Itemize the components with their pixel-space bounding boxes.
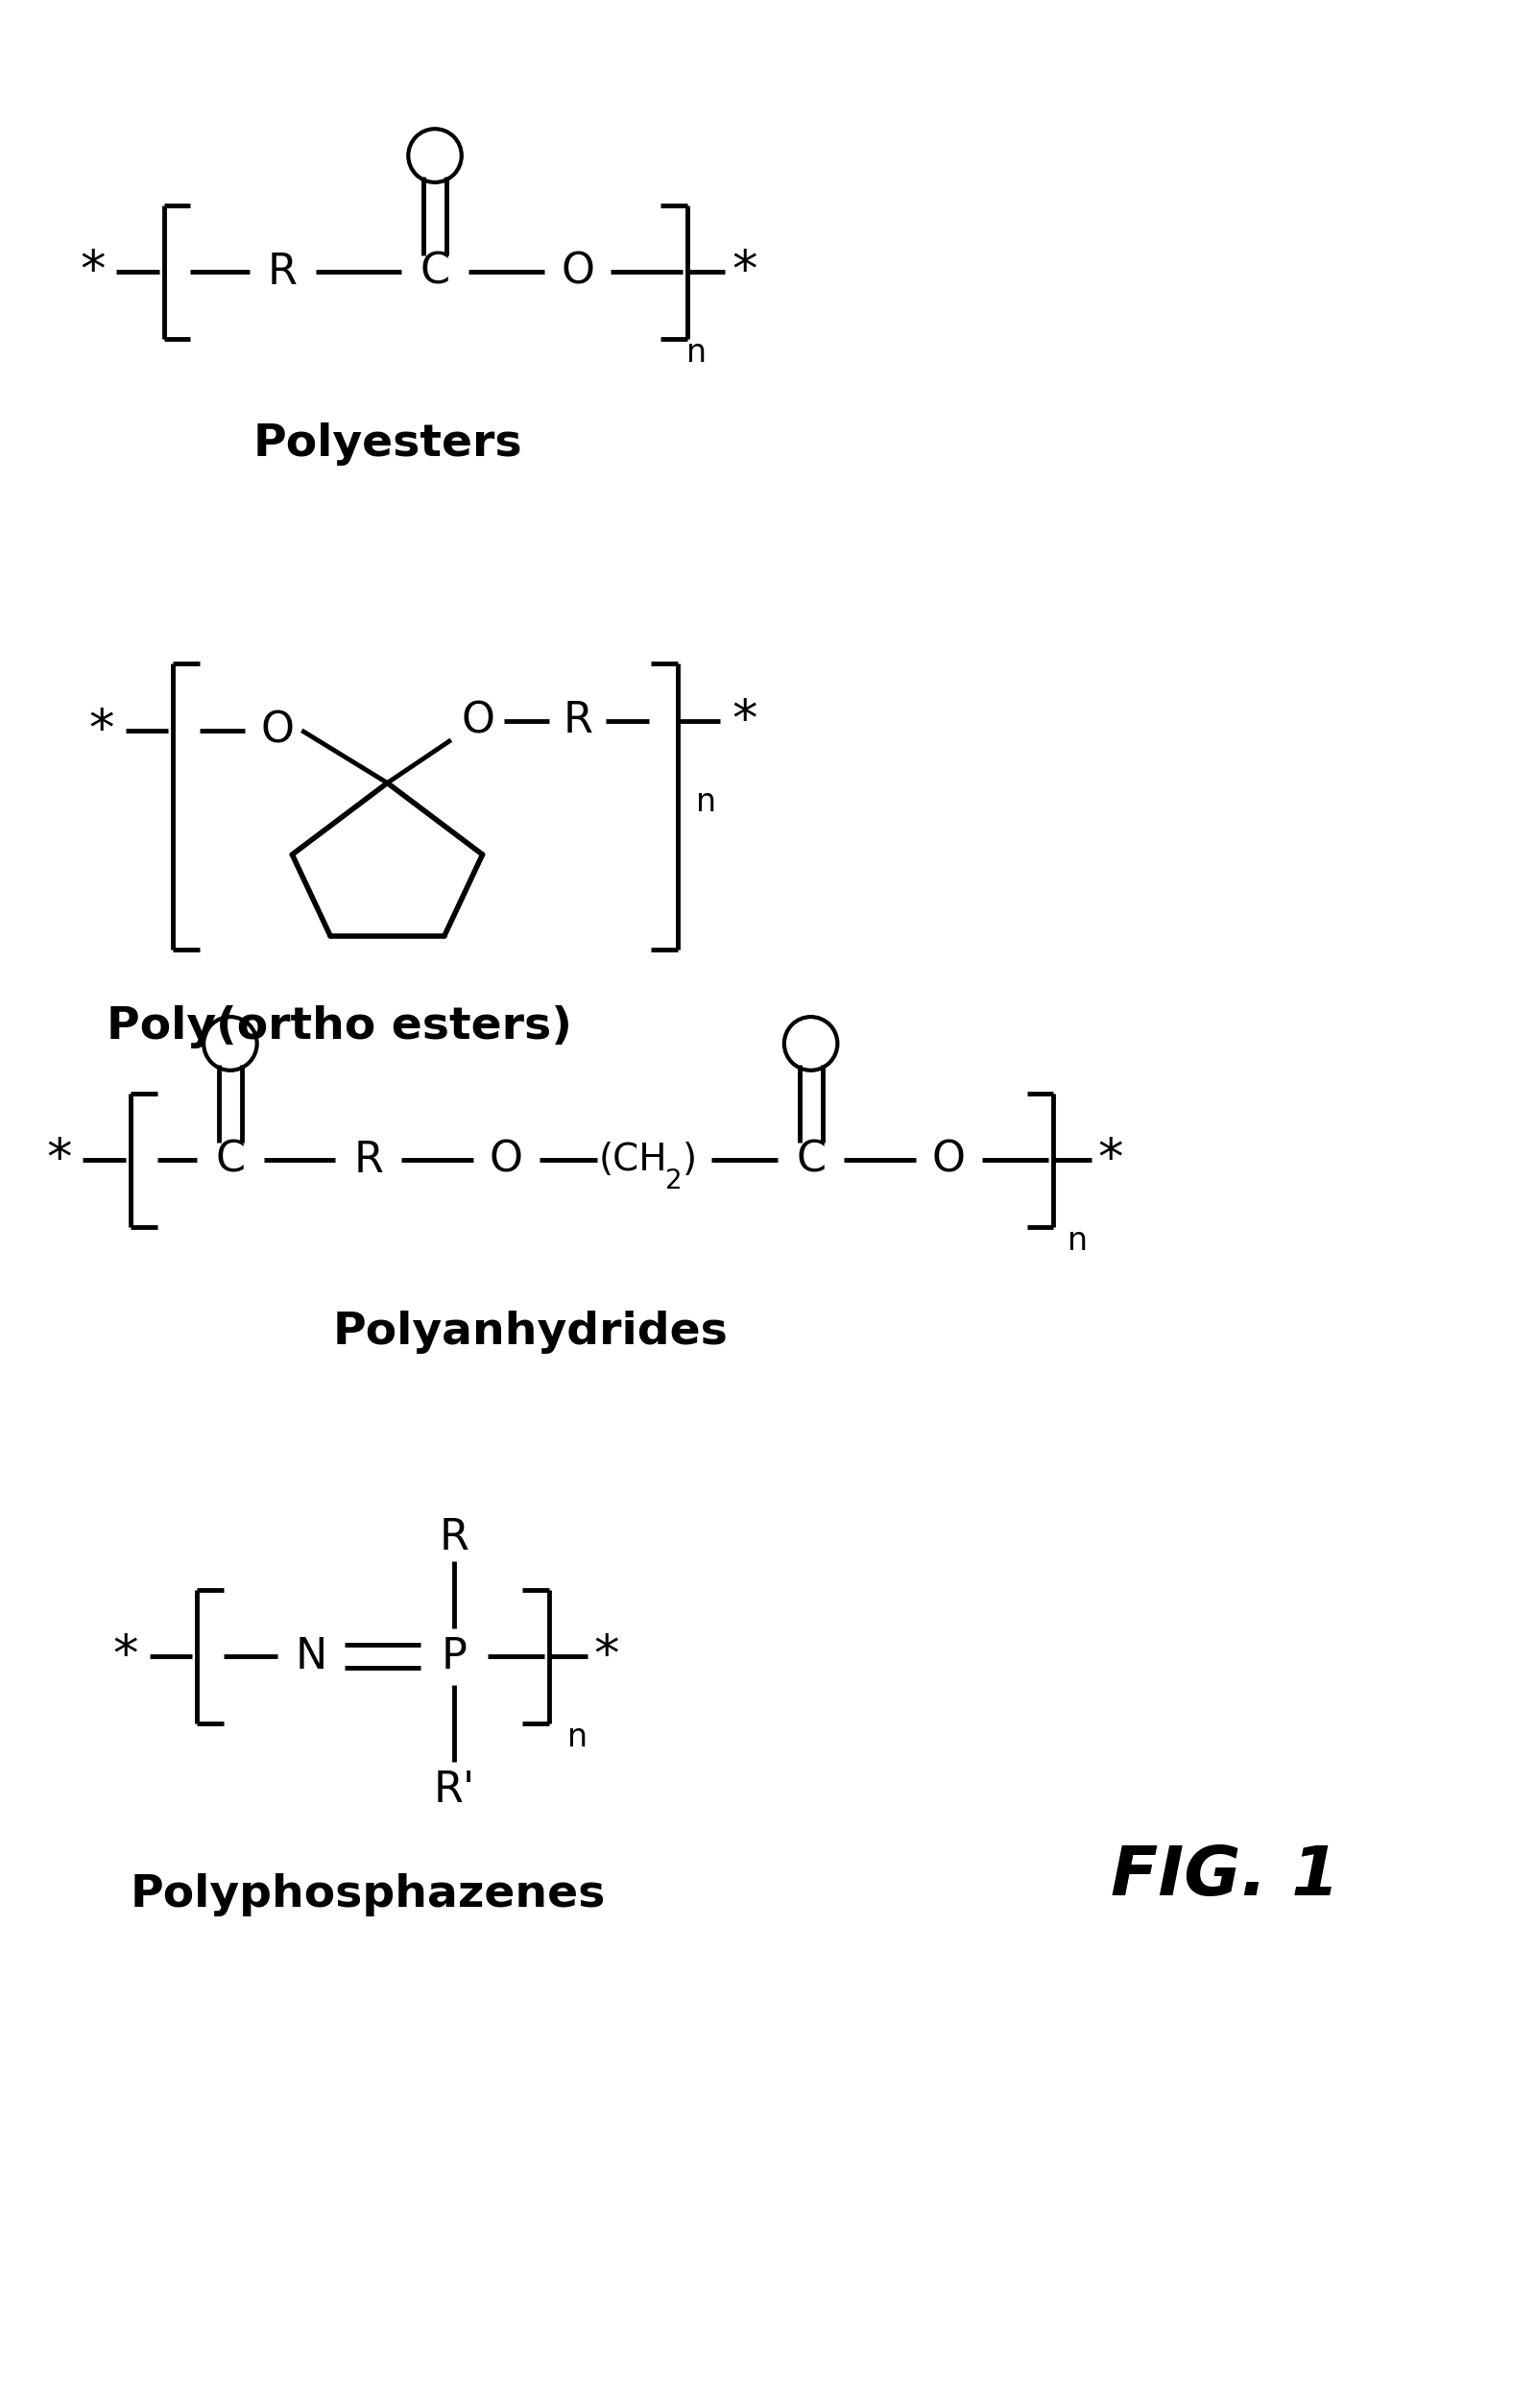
Text: n: n xyxy=(567,1722,588,1753)
Text: O: O xyxy=(490,1139,524,1180)
Text: O: O xyxy=(561,250,594,294)
Text: Poly(ortho esters): Poly(ortho esters) xyxy=(108,1004,573,1047)
Text: *: * xyxy=(46,1134,72,1185)
Text: *: * xyxy=(80,248,104,296)
Text: C: C xyxy=(796,1139,826,1180)
Text: *: * xyxy=(89,706,115,756)
Text: R': R' xyxy=(433,1770,475,1811)
Text: R: R xyxy=(562,701,593,742)
Text: Polyanhydrides: Polyanhydrides xyxy=(332,1310,728,1353)
Text: n: n xyxy=(687,337,707,368)
Text: R: R xyxy=(267,250,298,294)
Text: *: * xyxy=(593,1633,619,1681)
Text: *: * xyxy=(1098,1134,1123,1185)
Text: C: C xyxy=(419,250,450,294)
Text: N: N xyxy=(295,1635,327,1678)
Text: R: R xyxy=(439,1517,468,1558)
Text: *: * xyxy=(731,248,757,296)
Text: R: R xyxy=(353,1139,382,1180)
Text: *: * xyxy=(114,1633,138,1681)
Text: ): ) xyxy=(682,1141,697,1178)
Text: P: P xyxy=(441,1635,467,1678)
Text: (CH: (CH xyxy=(599,1141,667,1178)
Text: O: O xyxy=(261,710,295,751)
Text: 2: 2 xyxy=(665,1168,682,1194)
Text: O: O xyxy=(932,1139,966,1180)
Text: Polyesters: Polyesters xyxy=(252,421,522,465)
Text: Polyphosphazenes: Polyphosphazenes xyxy=(131,1873,607,1917)
Text: n: n xyxy=(1068,1226,1087,1257)
Text: O: O xyxy=(461,701,495,742)
Text: C: C xyxy=(215,1139,246,1180)
Text: n: n xyxy=(696,785,716,819)
Text: *: * xyxy=(731,696,757,746)
Text: FIG. 1: FIG. 1 xyxy=(1111,1842,1339,1910)
